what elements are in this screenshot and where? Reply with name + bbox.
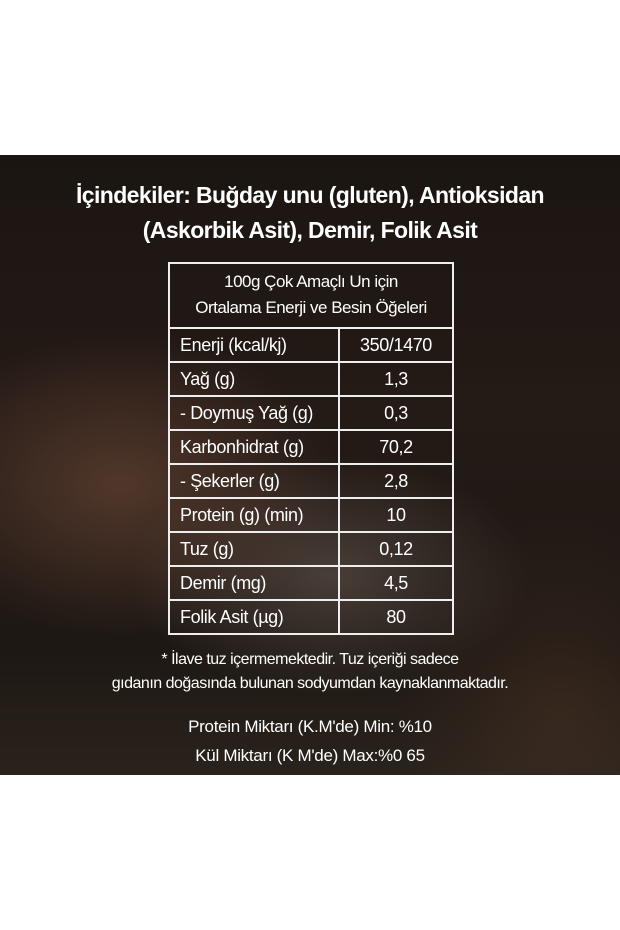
- nutrient-label: Protein (g) (min): [170, 499, 340, 531]
- table-row: - Şekerler (g) 2,8: [170, 465, 452, 499]
- ingredients-line-2: (Askorbik Asit), Demir, Folik Asit: [142, 217, 478, 243]
- ingredients-line-1: İçindekiler: Buğday unu (gluten), Antiok…: [76, 182, 545, 208]
- nutrient-value: 4,5: [384, 572, 408, 593]
- nutrient-value: 80: [386, 606, 406, 627]
- nutrient-value: 10: [386, 504, 406, 525]
- note-line-2: gıdanın doğasında bulunan sodyumdan kayn…: [111, 675, 509, 692]
- nutrition-table: 100g Çok Amaçlı Un için Ortalama Enerji …: [168, 262, 454, 635]
- nutrient-value: 70,2: [379, 436, 413, 457]
- specs: Protein Miktarı (K.M'de) Min: %10 Kül Mi…: [0, 712, 620, 770]
- nutrient-label: Karbonhidrat (g): [170, 431, 340, 463]
- table-row: Folik Asit (µg) 80: [170, 601, 452, 633]
- table-row: Karbonhidrat (g) 70,2: [170, 431, 452, 465]
- nutrient-value: 350/1470: [360, 334, 432, 355]
- header-line-1: 100g Çok Amaçlı Un için: [224, 272, 398, 291]
- nutrient-label: Demir (mg): [170, 567, 340, 599]
- nutrient-label: - Doymuş Yağ (g): [170, 397, 340, 429]
- protein-spec: Protein Miktarı (K.M'de) Min: %10: [188, 717, 432, 736]
- background-photo: [0, 155, 620, 775]
- header-line-2: Ortalama Enerji ve Besin Öğeleri: [195, 298, 427, 317]
- nutrient-label: Folik Asit (µg): [170, 601, 340, 633]
- ash-spec: Kül Miktarı (K M'de) Max:%0 65: [195, 746, 425, 765]
- nutrient-value: 1,3: [384, 368, 408, 389]
- note-line-1: * İlave tuz içermemektedir. Tuz içeriği …: [161, 651, 459, 668]
- nutrient-label: - Şekerler (g): [170, 465, 340, 497]
- nutrient-value: 0,12: [379, 538, 413, 559]
- nutrient-value: 2,8: [384, 470, 408, 491]
- nutrient-label: Yağ (g): [170, 363, 340, 395]
- salt-note: * İlave tuz içermemektedir. Tuz içeriği …: [0, 648, 620, 696]
- table-row: Protein (g) (min) 10: [170, 499, 452, 533]
- nutrient-label: Enerji (kcal/kj): [170, 329, 340, 361]
- ingredients-text: İçindekiler: Buğday unu (gluten), Antiok…: [0, 178, 620, 248]
- table-row: Tuz (g) 0,12: [170, 533, 452, 567]
- table-row: Enerji (kcal/kj) 350/1470: [170, 329, 452, 363]
- nutrition-table-header: 100g Çok Amaçlı Un için Ortalama Enerji …: [170, 264, 452, 329]
- nutrient-label: Tuz (g): [170, 533, 340, 565]
- nutrient-value: 0,3: [384, 402, 408, 423]
- table-row: Demir (mg) 4,5: [170, 567, 452, 601]
- table-row: Yağ (g) 1,3: [170, 363, 452, 397]
- table-row: - Doymuş Yağ (g) 0,3: [170, 397, 452, 431]
